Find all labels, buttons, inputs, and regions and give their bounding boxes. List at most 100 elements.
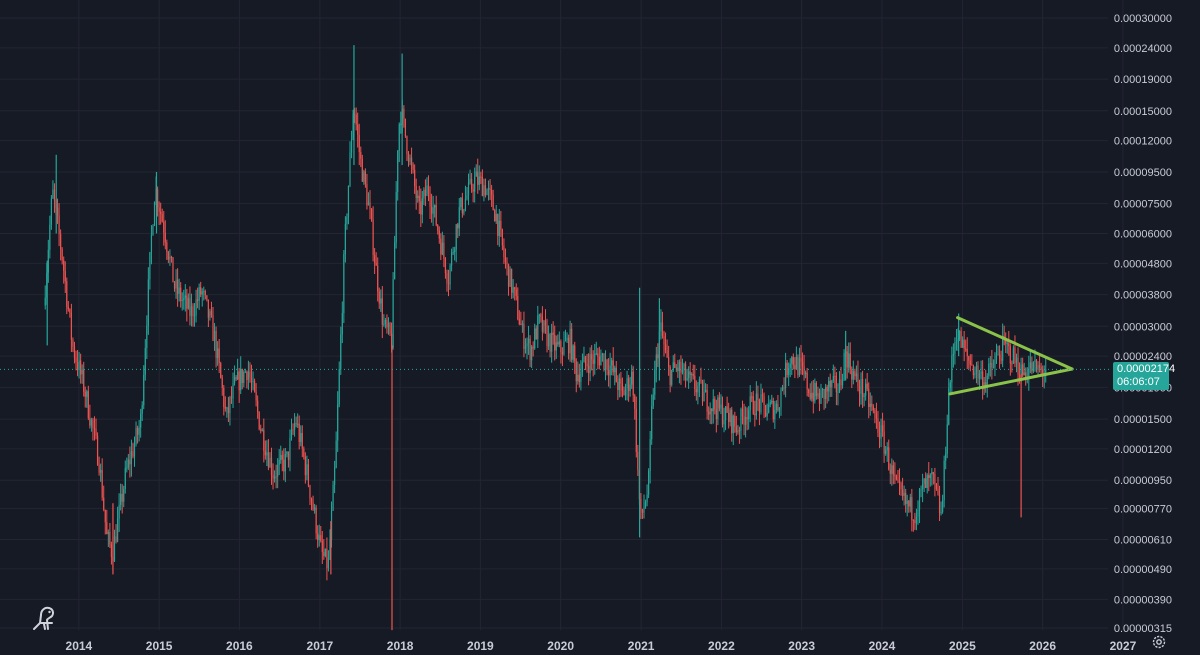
candle-up xyxy=(626,370,628,401)
candle-body xyxy=(677,367,679,372)
candle-body xyxy=(538,314,540,316)
candle-body xyxy=(621,383,624,391)
candle-up xyxy=(306,455,308,481)
candle-up xyxy=(290,418,293,441)
candle-body xyxy=(156,189,159,208)
candle-up xyxy=(421,190,423,224)
candle-up xyxy=(240,356,242,395)
candle-down xyxy=(301,425,303,458)
candle-down xyxy=(877,410,879,438)
candle-up xyxy=(495,204,497,224)
candle-body xyxy=(951,355,953,383)
candle-body xyxy=(684,364,687,380)
candle-up xyxy=(455,223,457,263)
candle-down xyxy=(186,288,188,322)
candle-body xyxy=(169,256,171,260)
candle-body xyxy=(323,552,325,556)
candle-body xyxy=(178,287,180,294)
candle-down xyxy=(444,257,447,279)
candle-body xyxy=(906,500,908,504)
candle-down xyxy=(731,406,733,442)
candle-up xyxy=(589,347,591,382)
candle-up xyxy=(848,342,850,373)
candle-up xyxy=(313,503,316,514)
candle-up xyxy=(487,180,490,201)
candle-down xyxy=(963,331,965,362)
y-tick-label: 0.00003800 xyxy=(1114,290,1172,302)
candle-down xyxy=(246,370,248,389)
candle-down xyxy=(932,471,934,485)
candle-body xyxy=(652,394,654,407)
candle-up xyxy=(226,406,228,418)
candle-up xyxy=(417,190,419,203)
candle-body xyxy=(663,335,665,345)
gear-icon[interactable] xyxy=(1151,634,1167,650)
candle-body xyxy=(389,323,391,334)
candle-up xyxy=(880,418,882,448)
candle-body xyxy=(404,118,407,137)
candle-body xyxy=(280,454,282,460)
candle-body xyxy=(338,369,340,405)
candle-body xyxy=(153,202,156,226)
candle-down xyxy=(507,263,510,296)
candle-down xyxy=(381,286,383,339)
candle-body xyxy=(213,330,216,341)
candle-up xyxy=(825,383,827,409)
candle-up xyxy=(229,395,231,426)
candle-up xyxy=(948,378,950,426)
candle-body xyxy=(284,454,286,472)
candle-body xyxy=(47,249,49,273)
candle-body xyxy=(235,376,237,380)
candle-up xyxy=(891,458,893,486)
candle-body xyxy=(969,360,971,365)
candle-body xyxy=(826,386,828,392)
candle-up xyxy=(1029,350,1031,374)
candle-body xyxy=(1011,363,1013,365)
candle-down xyxy=(815,381,817,400)
candle-body xyxy=(620,378,622,384)
candle-body xyxy=(649,439,651,471)
candle-down xyxy=(447,269,450,297)
candle-body xyxy=(89,418,91,426)
candle-body xyxy=(567,337,570,354)
candle-down xyxy=(544,309,547,334)
candle-body xyxy=(321,540,323,553)
candle-down xyxy=(310,497,313,511)
candle-down xyxy=(354,107,356,124)
candle-up xyxy=(614,365,616,386)
candle-up xyxy=(244,368,246,373)
candle-up xyxy=(760,383,762,415)
candle-down xyxy=(794,357,796,379)
candle-body xyxy=(104,509,106,523)
candle-down xyxy=(497,213,499,246)
candle-body xyxy=(320,535,322,541)
candle-up xyxy=(341,301,343,344)
candle-body xyxy=(940,511,942,514)
candle-body xyxy=(466,195,468,199)
candle-down xyxy=(511,268,513,299)
candle-body xyxy=(564,340,567,342)
candle-up xyxy=(183,289,185,310)
candle-body xyxy=(253,380,256,392)
y-tick-label: 0.00012000 xyxy=(1114,136,1172,148)
candle-body xyxy=(349,152,351,186)
candle-down xyxy=(714,396,716,415)
candle-body xyxy=(1032,362,1035,372)
candle-down xyxy=(757,385,759,411)
candle-body xyxy=(777,403,779,411)
candle-down xyxy=(506,257,508,276)
candle-down xyxy=(897,469,899,484)
candle-body xyxy=(443,242,445,259)
x-tick-label: 2015 xyxy=(146,639,173,653)
candle-down xyxy=(364,168,366,188)
candle-down xyxy=(70,303,72,353)
candle-down xyxy=(1011,360,1013,373)
candle-body xyxy=(780,389,782,408)
candle-body xyxy=(709,408,711,415)
candle-body xyxy=(437,225,439,231)
candle-up xyxy=(1028,355,1030,391)
candle-up xyxy=(737,424,739,435)
candle-body xyxy=(281,454,283,460)
candle-down xyxy=(711,408,713,425)
